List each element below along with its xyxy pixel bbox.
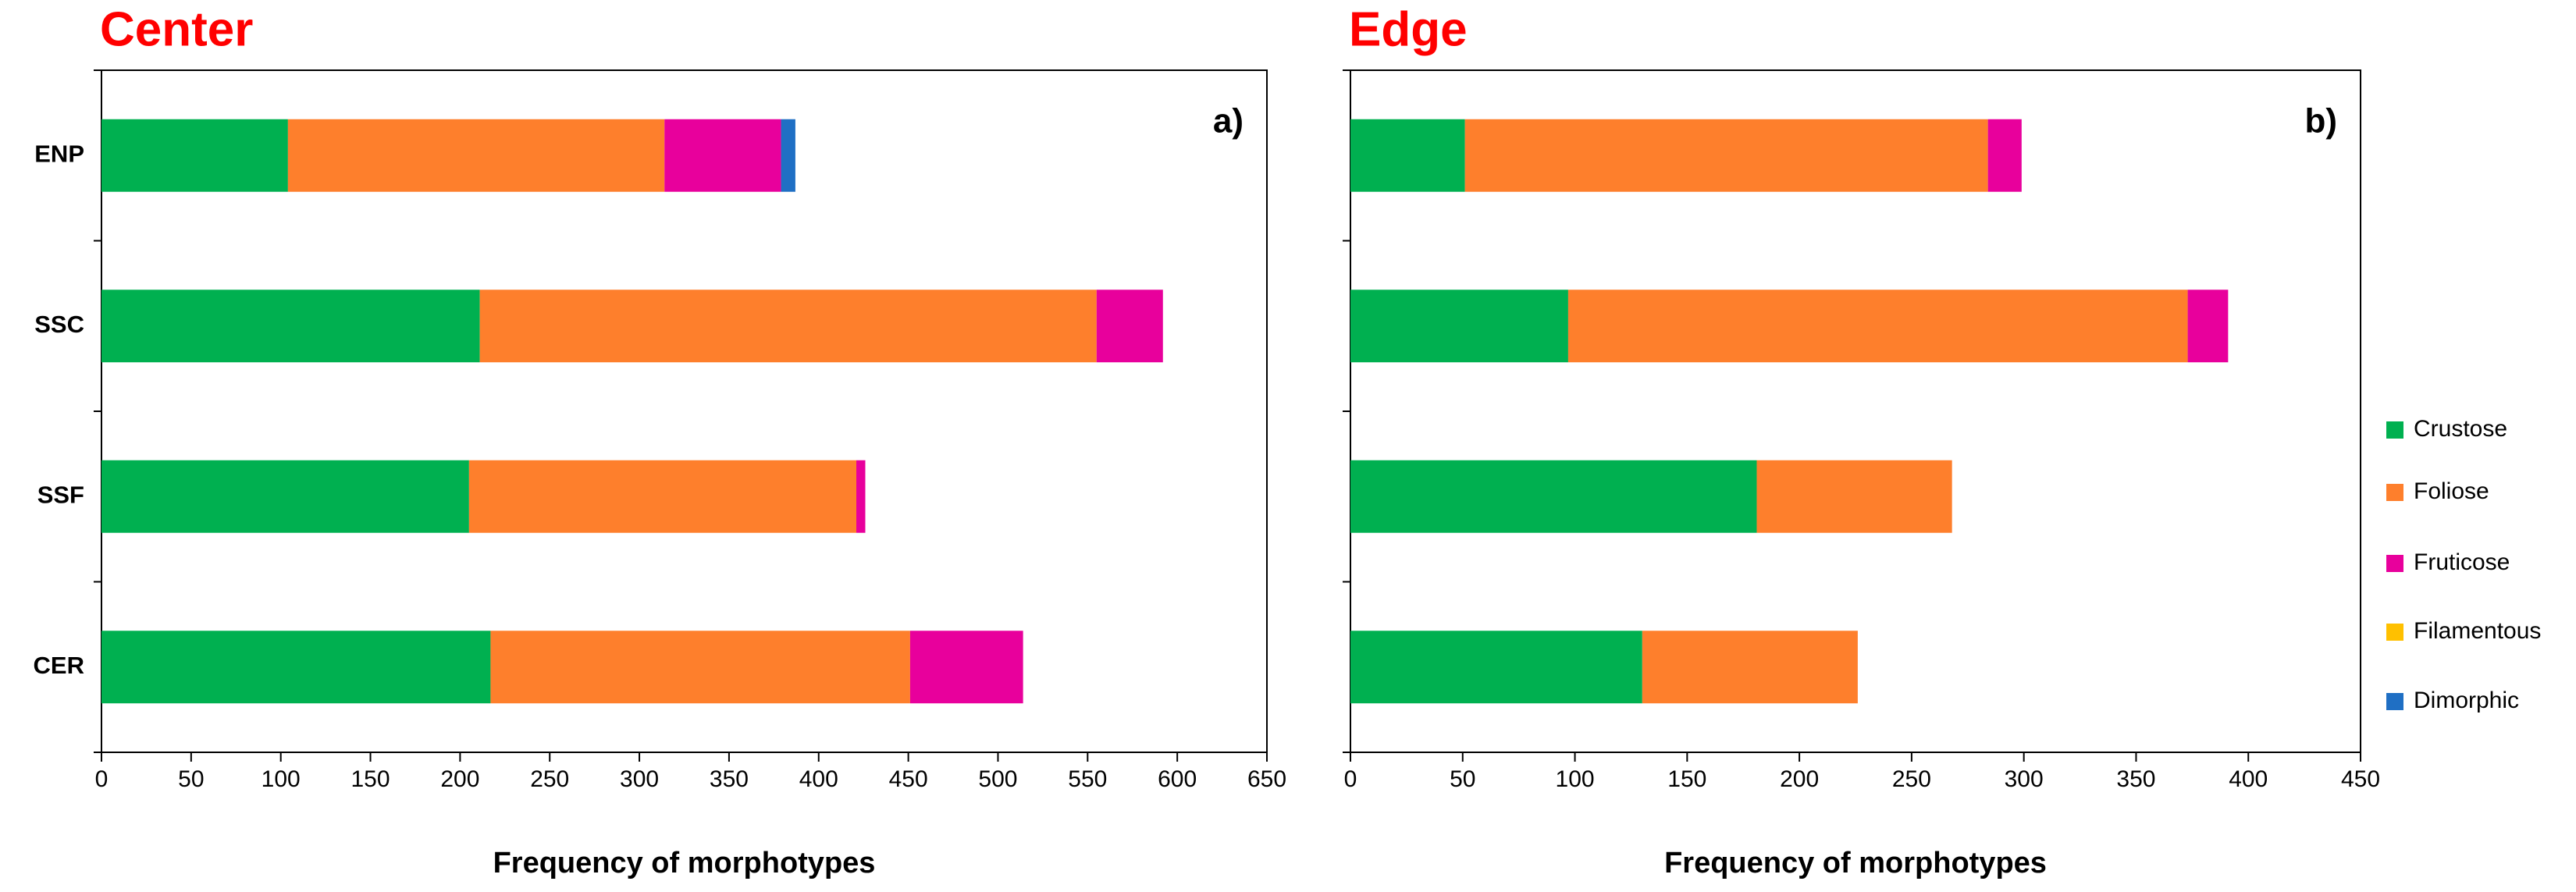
- x-tick-label: 0: [1344, 766, 1357, 792]
- category-label: ENP: [34, 140, 84, 167]
- x-tick-label: 200: [1780, 766, 1819, 792]
- legend-label: Fruticose: [2414, 549, 2510, 575]
- bar-segment: [664, 119, 781, 192]
- x-tick-label: 300: [2005, 766, 2044, 792]
- bar-segment: [1350, 119, 1465, 192]
- bar-segment: [1756, 460, 1952, 533]
- bar-segment: [1464, 119, 1988, 192]
- bar-segment: [781, 119, 795, 192]
- chart-title: Center: [100, 2, 253, 56]
- x-tick-label: 0: [95, 766, 109, 792]
- bar-segment: [101, 119, 288, 192]
- legend-label: Foliose: [2414, 478, 2489, 504]
- legend-swatch: [2386, 421, 2403, 439]
- bar-segment: [2187, 290, 2229, 363]
- bar-segment: [1096, 290, 1163, 363]
- bar-segment: [1350, 290, 1568, 363]
- x-tick-label: 250: [1892, 766, 1931, 792]
- bar-segment: [1642, 631, 1858, 704]
- legend-swatch: [2386, 555, 2403, 572]
- x-tick-label: 450: [2341, 766, 2380, 792]
- chart-title: Edge: [1349, 2, 1468, 56]
- category-label: SSF: [37, 481, 84, 508]
- bar-segment: [490, 631, 910, 704]
- x-tick-label: 50: [178, 766, 204, 792]
- bar-segment: [101, 290, 480, 363]
- bar-segment: [856, 460, 866, 533]
- bar-segment: [101, 631, 491, 704]
- bar-segment: [479, 290, 1097, 363]
- bar-segment: [287, 119, 665, 192]
- legend-label: Dimorphic: [2414, 688, 2519, 713]
- x-tick-label: 150: [351, 766, 390, 792]
- bar-segment: [1350, 460, 1757, 533]
- panel-label: b): [2304, 102, 2337, 140]
- category-label: SSC: [34, 311, 84, 338]
- x-tick-label: 450: [889, 766, 928, 792]
- bar-segment: [1350, 631, 1642, 704]
- bar-segment: [909, 631, 1023, 704]
- x-tick-label: 300: [620, 766, 659, 792]
- x-axis-label: Frequency of morphotypes: [1664, 847, 2047, 880]
- x-tick-label: 350: [710, 766, 749, 792]
- legend-swatch: [2386, 624, 2403, 641]
- legend-label: Crustose: [2414, 416, 2507, 442]
- category-label: CER: [34, 652, 84, 679]
- legend-swatch: [2386, 693, 2403, 710]
- bar-segment: [468, 460, 857, 533]
- x-tick-label: 50: [1450, 766, 1475, 792]
- x-tick-label: 400: [799, 766, 838, 792]
- x-tick-label: 350: [2116, 766, 2155, 792]
- x-tick-label: 200: [440, 766, 479, 792]
- bar-segment: [1987, 119, 2022, 192]
- legend-swatch: [2386, 484, 2403, 501]
- x-tick-label: 550: [1068, 766, 1107, 792]
- bar-segment: [1567, 290, 2188, 363]
- x-tick-label: 150: [1667, 766, 1706, 792]
- x-tick-label: 500: [978, 766, 1017, 792]
- x-tick-label: 600: [1158, 766, 1197, 792]
- x-tick-label: 650: [1247, 766, 1286, 792]
- legend-label: Filamentous: [2414, 618, 2541, 644]
- x-axis-label: Frequency of morphotypes: [493, 847, 876, 880]
- x-tick-label: 250: [530, 766, 569, 792]
- bar-segment: [101, 460, 469, 533]
- x-tick-label: 400: [2229, 766, 2268, 792]
- x-tick-label: 100: [1556, 766, 1595, 792]
- panel-label: a): [1213, 102, 1244, 140]
- x-tick-label: 100: [262, 766, 301, 792]
